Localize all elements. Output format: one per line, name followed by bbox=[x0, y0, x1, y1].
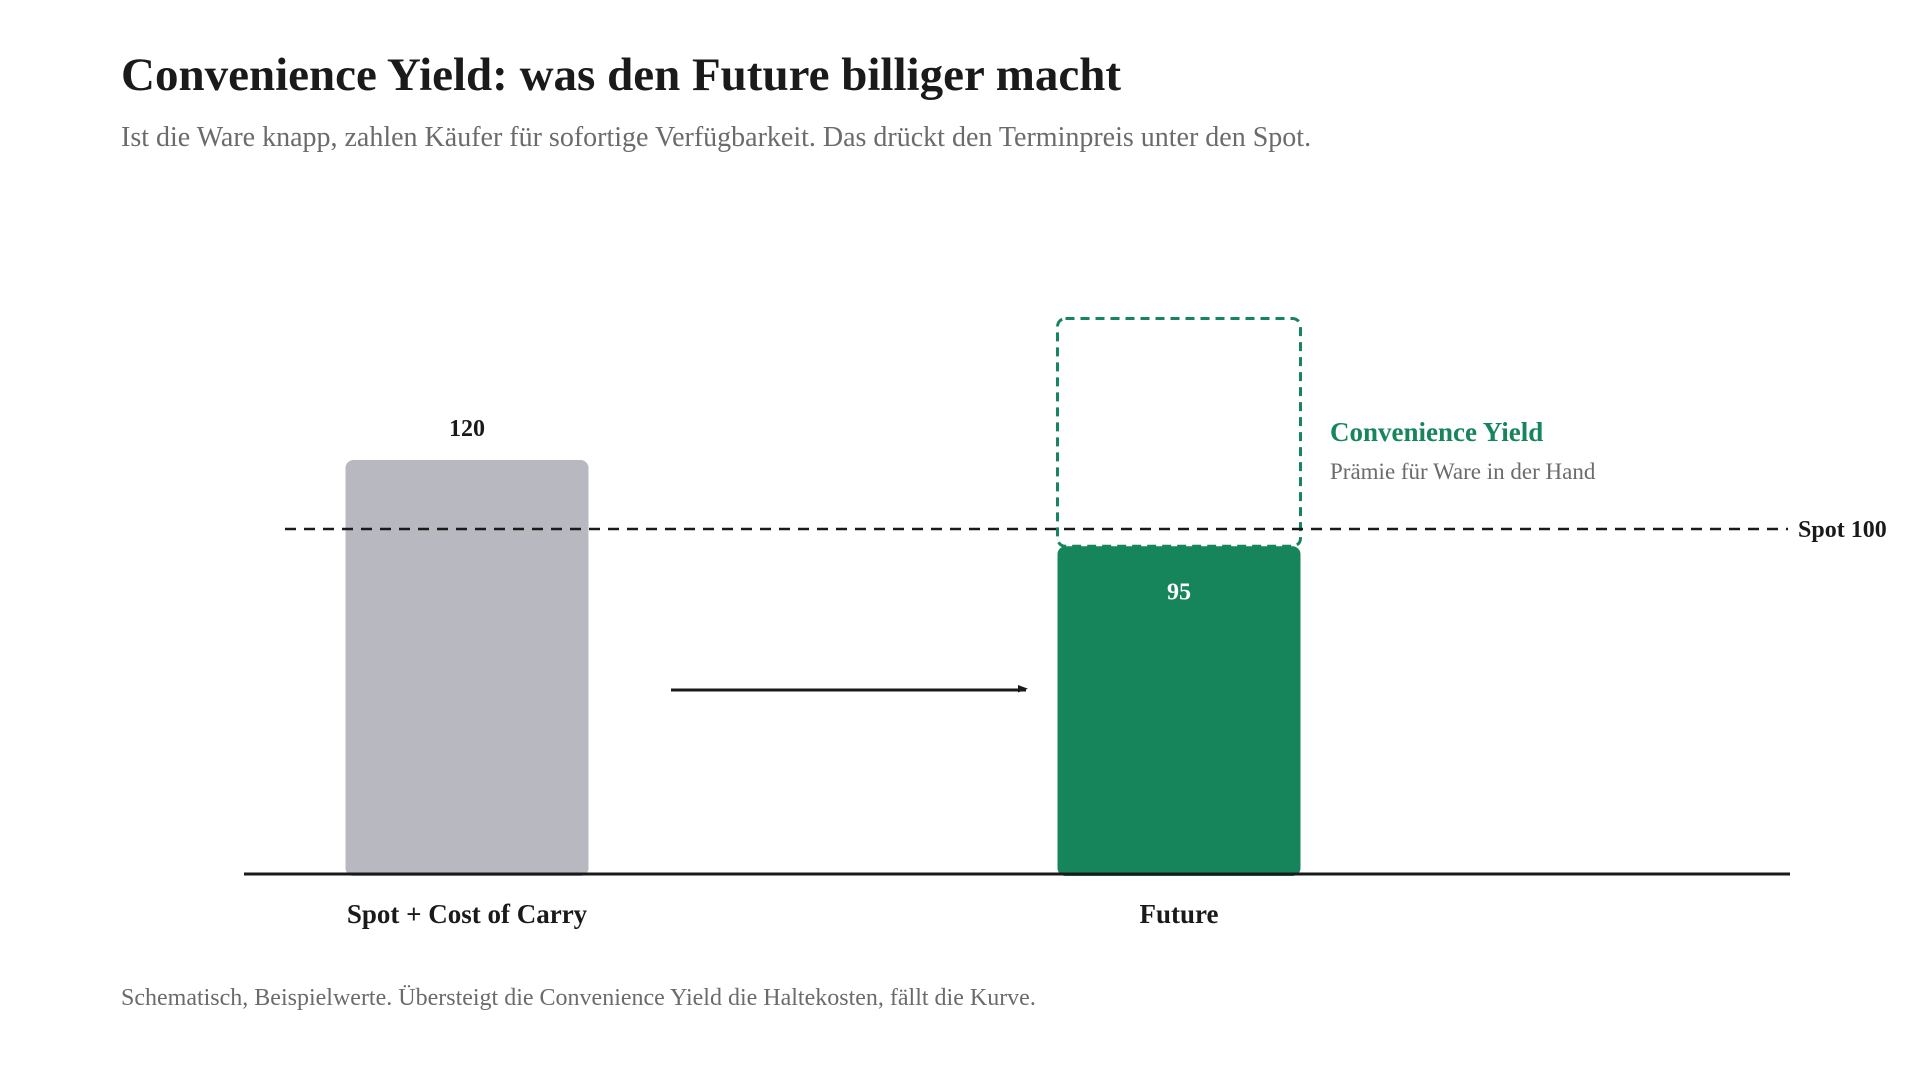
value-label-spot-cost-of-carry: 120 bbox=[449, 416, 485, 442]
category-label-future: Future bbox=[1140, 899, 1219, 929]
footnote: Schematisch, Beispielwerte. Übersteigt d… bbox=[121, 985, 1036, 1011]
spot-reference-label: Spot 100 bbox=[1798, 517, 1887, 543]
chart-title: Convenience Yield: was den Future billig… bbox=[121, 49, 1122, 101]
bar-future bbox=[1057, 546, 1301, 876]
chart-subtitle: Ist die Ware knapp, zahlen Käufer für so… bbox=[121, 122, 1312, 153]
convenience-yield-sublabel: Prämie für Ware in der Hand bbox=[1330, 459, 1596, 484]
convenience-yield-box bbox=[1056, 317, 1302, 548]
value-label-future: 95 bbox=[1167, 579, 1191, 605]
category-label-spot-cost-of-carry: Spot + Cost of Carry bbox=[347, 899, 588, 929]
convenience-yield-label: Convenience Yield bbox=[1330, 417, 1543, 447]
bar-spot-cost-of-carry bbox=[345, 460, 589, 876]
